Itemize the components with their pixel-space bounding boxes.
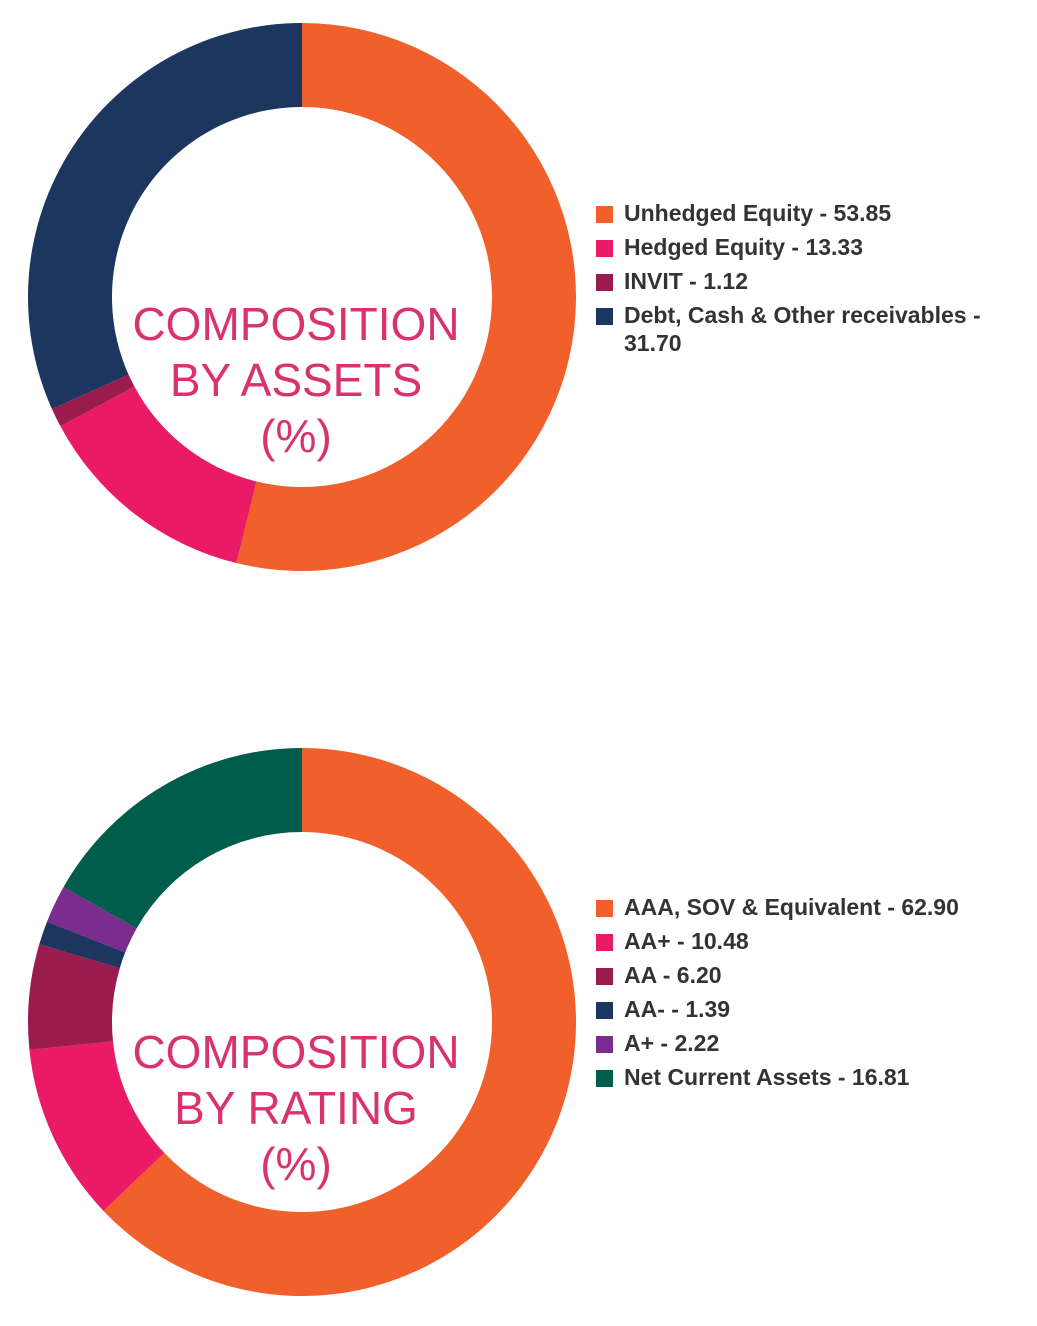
- legend-swatch: [596, 1070, 613, 1087]
- legend-label: A+ - 2.22: [624, 1030, 720, 1056]
- legend-item-unhedged-equity: Unhedged Equity - 53.85: [596, 199, 1037, 227]
- assets-legend: Unhedged Equity - 53.85 Hedged Equity - …: [596, 199, 1037, 363]
- legend-swatch: [596, 1002, 613, 1019]
- legend-label: Net Current Assets - 16.81: [624, 1064, 910, 1090]
- legend-label: AA+ - 10.48: [624, 928, 749, 954]
- legend-label: Debt, Cash & Other receivables - 31.70: [624, 302, 981, 356]
- donut-slice-aa: [29, 1041, 165, 1211]
- legend-label: Hedged Equity - 13.33: [624, 234, 864, 260]
- assets-center-label: COMPOSITION BY ASSETS (%): [96, 296, 496, 464]
- assets-center-line-2: BY ASSETS: [169, 354, 423, 406]
- assets-center-line-1: COMPOSITION: [132, 298, 460, 350]
- legend-label: Unhedged Equity - 53.85: [624, 200, 892, 226]
- legend-item-debt-cash: Debt, Cash & Other receivables - 31.70: [596, 301, 1037, 357]
- legend-item-aa-plus: AA+ - 10.48: [596, 927, 1037, 955]
- legend-item-net-current-assets: Net Current Assets - 16.81: [596, 1063, 1037, 1091]
- legend-item-aa-minus: AA- - 1.39: [596, 995, 1037, 1023]
- assets-composition-chart: COMPOSITION BY ASSETS (%) Unhedged Equit…: [0, 0, 1037, 620]
- legend-label: AA- - 1.39: [624, 996, 731, 1022]
- legend-swatch: [596, 308, 613, 325]
- legend-swatch: [596, 934, 613, 951]
- legend-swatch: [596, 240, 613, 257]
- legend-item-aa: AA - 6.20: [596, 961, 1037, 989]
- legend-item-aaa-sov: AAA, SOV & Equivalent - 62.90: [596, 893, 1037, 921]
- donut-slice-a: [47, 887, 137, 953]
- donut-slice-unhedged-equity: [236, 23, 576, 572]
- legend-swatch: [596, 274, 613, 291]
- rating-composition-chart: COMPOSITION BY RATING (%) AAA, SOV & Equ…: [0, 720, 1037, 1326]
- legend-item-hedged-equity: Hedged Equity - 13.33: [596, 233, 1037, 261]
- donut-slice-debt-cash-other-receivables: [28, 23, 302, 409]
- legend-item-invit: INVIT - 1.12: [596, 267, 1037, 295]
- legend-swatch: [596, 1036, 613, 1053]
- donut-slice-net-current-assets: [63, 748, 303, 929]
- legend-label: INVIT - 1.12: [624, 268, 748, 294]
- legend-swatch: [596, 900, 613, 917]
- donut-slice-hedged-equity: [60, 386, 257, 564]
- rating-center-line-2: BY RATING: [174, 1082, 418, 1134]
- donut-slice-aa: [27, 944, 120, 1050]
- rating-center-line-3: (%): [260, 1138, 332, 1190]
- rating-donut: [27, 748, 577, 1296]
- legend-label: AA - 6.20: [624, 962, 722, 988]
- assets-center-line-3: (%): [260, 410, 332, 462]
- rating-legend: AAA, SOV & Equivalent - 62.90 AA+ - 10.4…: [596, 893, 1037, 1097]
- donut-slice-aaa-sov-equivalent: [103, 748, 577, 1296]
- legend-swatch: [596, 968, 613, 985]
- legend-swatch: [596, 206, 613, 223]
- legend-item-a-plus: A+ - 2.22: [596, 1029, 1037, 1057]
- rating-center-label: COMPOSITION BY RATING (%): [96, 1024, 496, 1192]
- donut-slice-invit: [51, 374, 135, 427]
- rating-center-line-1: COMPOSITION: [132, 1026, 460, 1078]
- donut-slice-aa: [39, 921, 126, 969]
- assets-donut: [28, 23, 576, 572]
- legend-label: AAA, SOV & Equivalent - 62.90: [624, 894, 959, 920]
